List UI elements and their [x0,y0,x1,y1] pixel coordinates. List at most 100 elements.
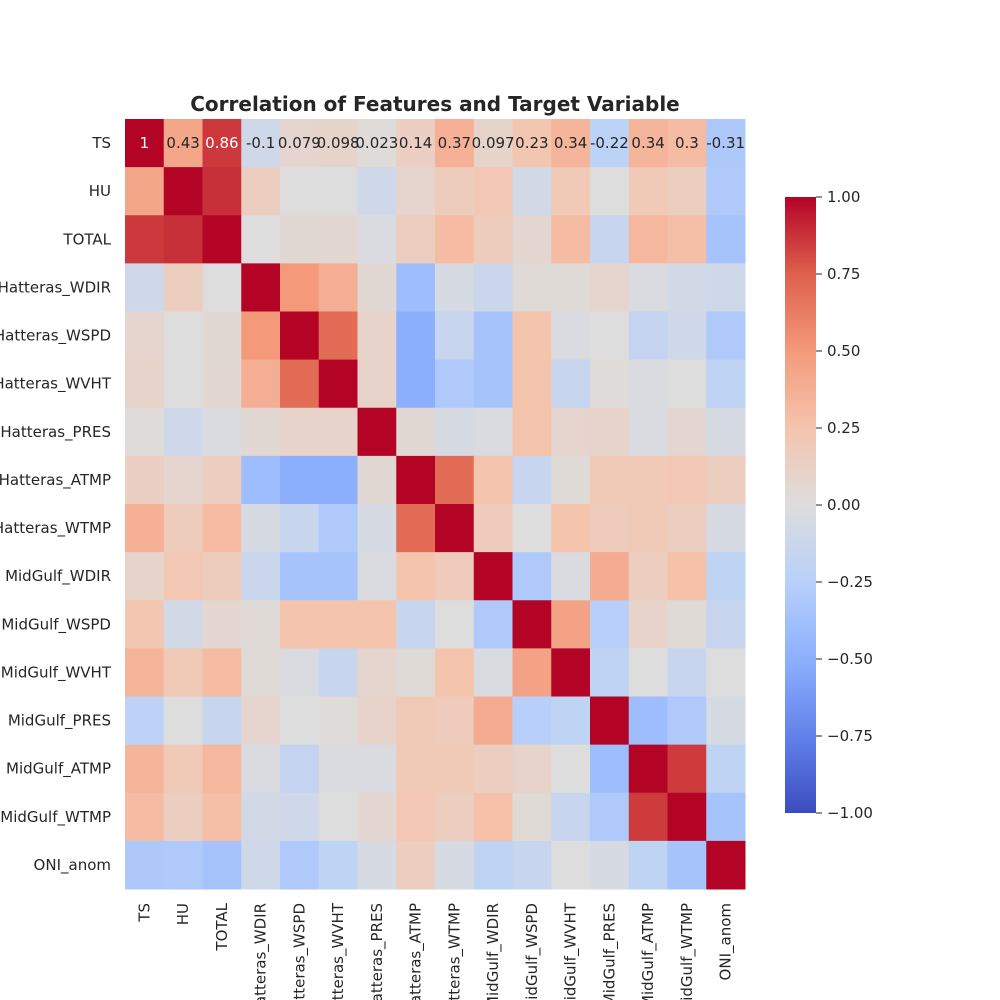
colorbar-tick-label: −0.75 [827,727,873,745]
heatmap-cell [163,359,203,409]
heatmap-cell [280,119,320,168]
x-tick-label: atteras_WTMP [445,903,464,1000]
heatmap-cell [318,167,358,216]
y-tick-labels: TS HU TOTAL nHatteras_WDIR Hatteras_WSPD Hatt… [0,134,112,875]
heatmap-cell [706,407,746,457]
heatmap-cell [590,407,630,457]
heatmap-cell [706,119,746,168]
heatmap-cell [512,552,552,601]
heatmap-cell [241,407,281,457]
heatmap-cell [280,792,320,842]
cell-annotation: 0.3 [675,134,699,152]
heatmap-cell [706,215,746,264]
heatmap-cell [667,167,707,216]
heatmap-cell [241,696,281,746]
heatmap-cell [280,167,320,216]
heatmap-cell [473,407,513,457]
y-tick-label: Hatteras_WTMP [0,519,111,538]
heatmap-cell [628,311,668,361]
heatmap-cell [473,263,513,312]
heatmap-cell [318,359,358,409]
heatmap-cell [125,167,165,216]
heatmap-cell [318,455,358,505]
heatmap-cell [628,792,668,842]
heatmap-cell [706,552,746,601]
heatmap-cell [551,167,591,216]
heatmap-cell [512,744,552,794]
heatmap-cell [396,359,436,409]
x-tick-label: MidGulf_PRES [600,903,619,1000]
heatmap-cell [125,311,165,361]
x-tick-label: atteras_WDIR [252,903,271,1000]
heatmap-cell [590,792,630,842]
colorbar-tick-label: 1.00 [827,188,860,206]
heatmap-cell [125,455,165,505]
heatmap-cell [435,552,475,601]
x-tick-label: TOTAL [213,902,231,951]
heatmap-cell [357,696,397,746]
heatmap-cell [396,119,436,168]
heatmap-cell [512,600,552,649]
heatmap-cell [202,552,242,601]
heatmap-cell [628,840,668,890]
x-tick-label: atteras_PRES [368,903,387,1000]
y-tick-label: Hatteras_WSPD [0,327,111,346]
heatmap-cell [280,696,320,746]
x-tick-labels: TS HU TOTAL atteras_WDIR atteras_WSPD atteras… [135,902,735,1000]
colorbar-gradient [785,197,816,813]
cell-annotation: 0.43 [166,134,199,152]
heatmap-cell [125,648,165,697]
heatmap-cell [706,455,746,505]
heatmap-cell [163,504,203,553]
heatmap-cell [628,119,668,168]
heatmap-cell [512,311,552,361]
heatmap-cell [163,455,203,505]
heatmap-cell [318,311,358,361]
heatmap-cell [512,263,552,312]
heatmap-cell [125,600,165,649]
heatmap-cell [318,215,358,264]
y-tick-label: nHatteras_ATMP [0,471,111,490]
heatmap-cell [473,600,513,649]
heatmap-cell [357,792,397,842]
cell-annotation: 0.86 [205,134,238,152]
heatmap-cell [241,600,281,649]
heatmap-cell [280,407,320,457]
heatmap-cell [512,792,552,842]
heatmap-cell [357,840,397,890]
heatmap-cell [318,696,358,746]
heatmap-cell [473,744,513,794]
heatmap-cell [473,167,513,216]
heatmap-cell [396,648,436,697]
heatmap-cell [551,600,591,649]
heatmap-cell [435,119,475,168]
heatmap-cell [667,263,707,312]
heatmap-cell [241,552,281,601]
heatmap-cell [280,311,320,361]
heatmap-cell [280,840,320,890]
heatmap-cell [357,455,397,505]
heatmap-cell [706,359,746,409]
heatmap-cell [396,455,436,505]
heatmap-cell [163,600,203,649]
y-tick-label: TOTAL [62,230,111,248]
heatmap-cell [590,840,630,890]
heatmap-cell [202,504,242,553]
heatmap-cell [590,119,630,168]
heatmap-cell [551,792,591,842]
heatmap-cell [357,119,397,168]
heatmap-cell [396,552,436,601]
heatmap-cell [163,792,203,842]
heatmap-cell [202,744,242,794]
heatmap-cell [473,311,513,361]
heatmap-cell [512,407,552,457]
heatmap-cell [396,407,436,457]
cell-annotation: 0.37 [438,134,471,152]
heatmap-cell [202,311,242,361]
cell-annotation: 0.079 [278,134,321,152]
heatmap-cell [202,840,242,890]
heatmap-cell [473,696,513,746]
heatmap-cell [241,792,281,842]
cell-annotation: 0.34 [554,134,587,152]
cell-annotation: 0.23 [515,134,548,152]
